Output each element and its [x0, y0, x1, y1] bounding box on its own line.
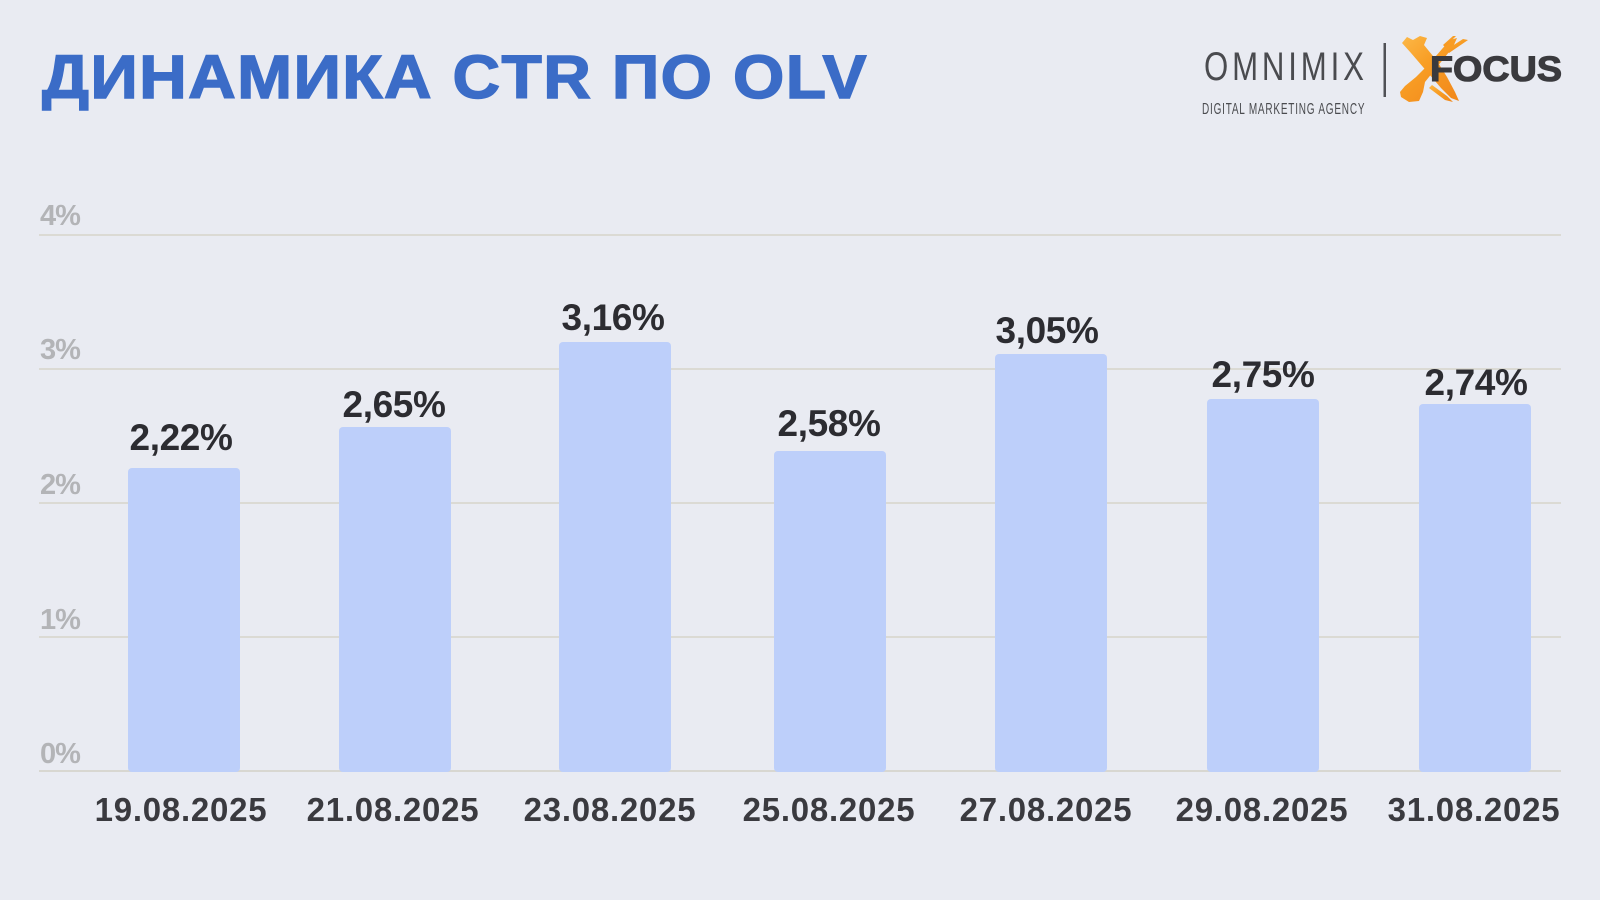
svg-text:FOCUS: FOCUS	[1430, 50, 1562, 89]
svg-text:ДИНАМИКА CTR ПО OLV: ДИНАМИКА CTR ПО OLV	[42, 43, 866, 111]
svg-text:DIGITAL MARKETING AGENCY: DIGITAL MARKETING AGENCY	[1202, 100, 1365, 118]
svg-text:OMNIMIX: OMNIMIX	[1204, 44, 1364, 89]
